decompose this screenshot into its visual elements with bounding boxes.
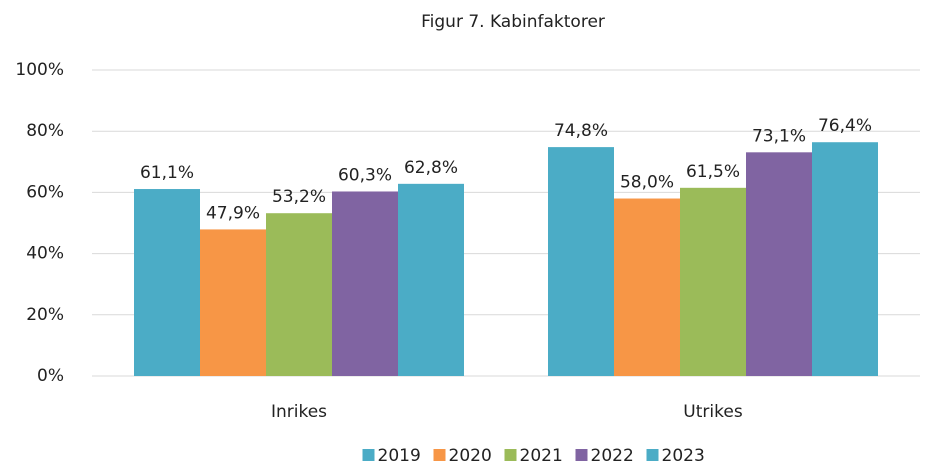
y-tick-label: 20% [26,305,64,325]
bar [200,229,266,376]
data-label: 60,3% [338,165,392,185]
legend-swatch [646,449,659,461]
chart-title: Figur 7. Kabinfaktorer [421,12,605,32]
x-tick-label: Utrikes [683,402,743,422]
data-label: 62,8% [404,158,458,178]
legend-label: 2021 [520,446,563,466]
bar [332,191,398,376]
legend-label: 2023 [662,446,705,466]
data-label: 58,0% [620,173,674,193]
legend-swatch [362,449,375,461]
bar [812,142,878,376]
y-tick-label: 80% [26,121,64,141]
bar [614,198,680,376]
y-tick-label: 40% [26,244,64,264]
data-label: 47,9% [206,203,260,223]
data-label: 61,5% [686,162,740,182]
bar [266,213,332,376]
data-label: 73,1% [752,126,806,146]
bar [134,189,200,376]
data-label: 61,1% [140,163,194,183]
legend-label: 2020 [449,446,492,466]
y-tick-label: 60% [26,182,64,202]
legend-label: 2019 [378,446,421,466]
data-label: 53,2% [272,187,326,207]
bar [680,187,746,376]
bar [398,183,464,376]
x-tick-label: Inrikes [271,402,327,422]
bar [746,152,812,376]
y-tick-label: 0% [37,366,64,386]
bar [548,147,614,376]
legend-swatch [433,449,446,461]
legend-swatch [575,449,588,461]
data-label: 76,4% [818,116,872,136]
legend-label: 2022 [591,446,634,466]
y-tick-label: 100% [15,60,64,80]
legend-swatch [504,449,517,461]
data-label: 74,8% [554,121,608,141]
